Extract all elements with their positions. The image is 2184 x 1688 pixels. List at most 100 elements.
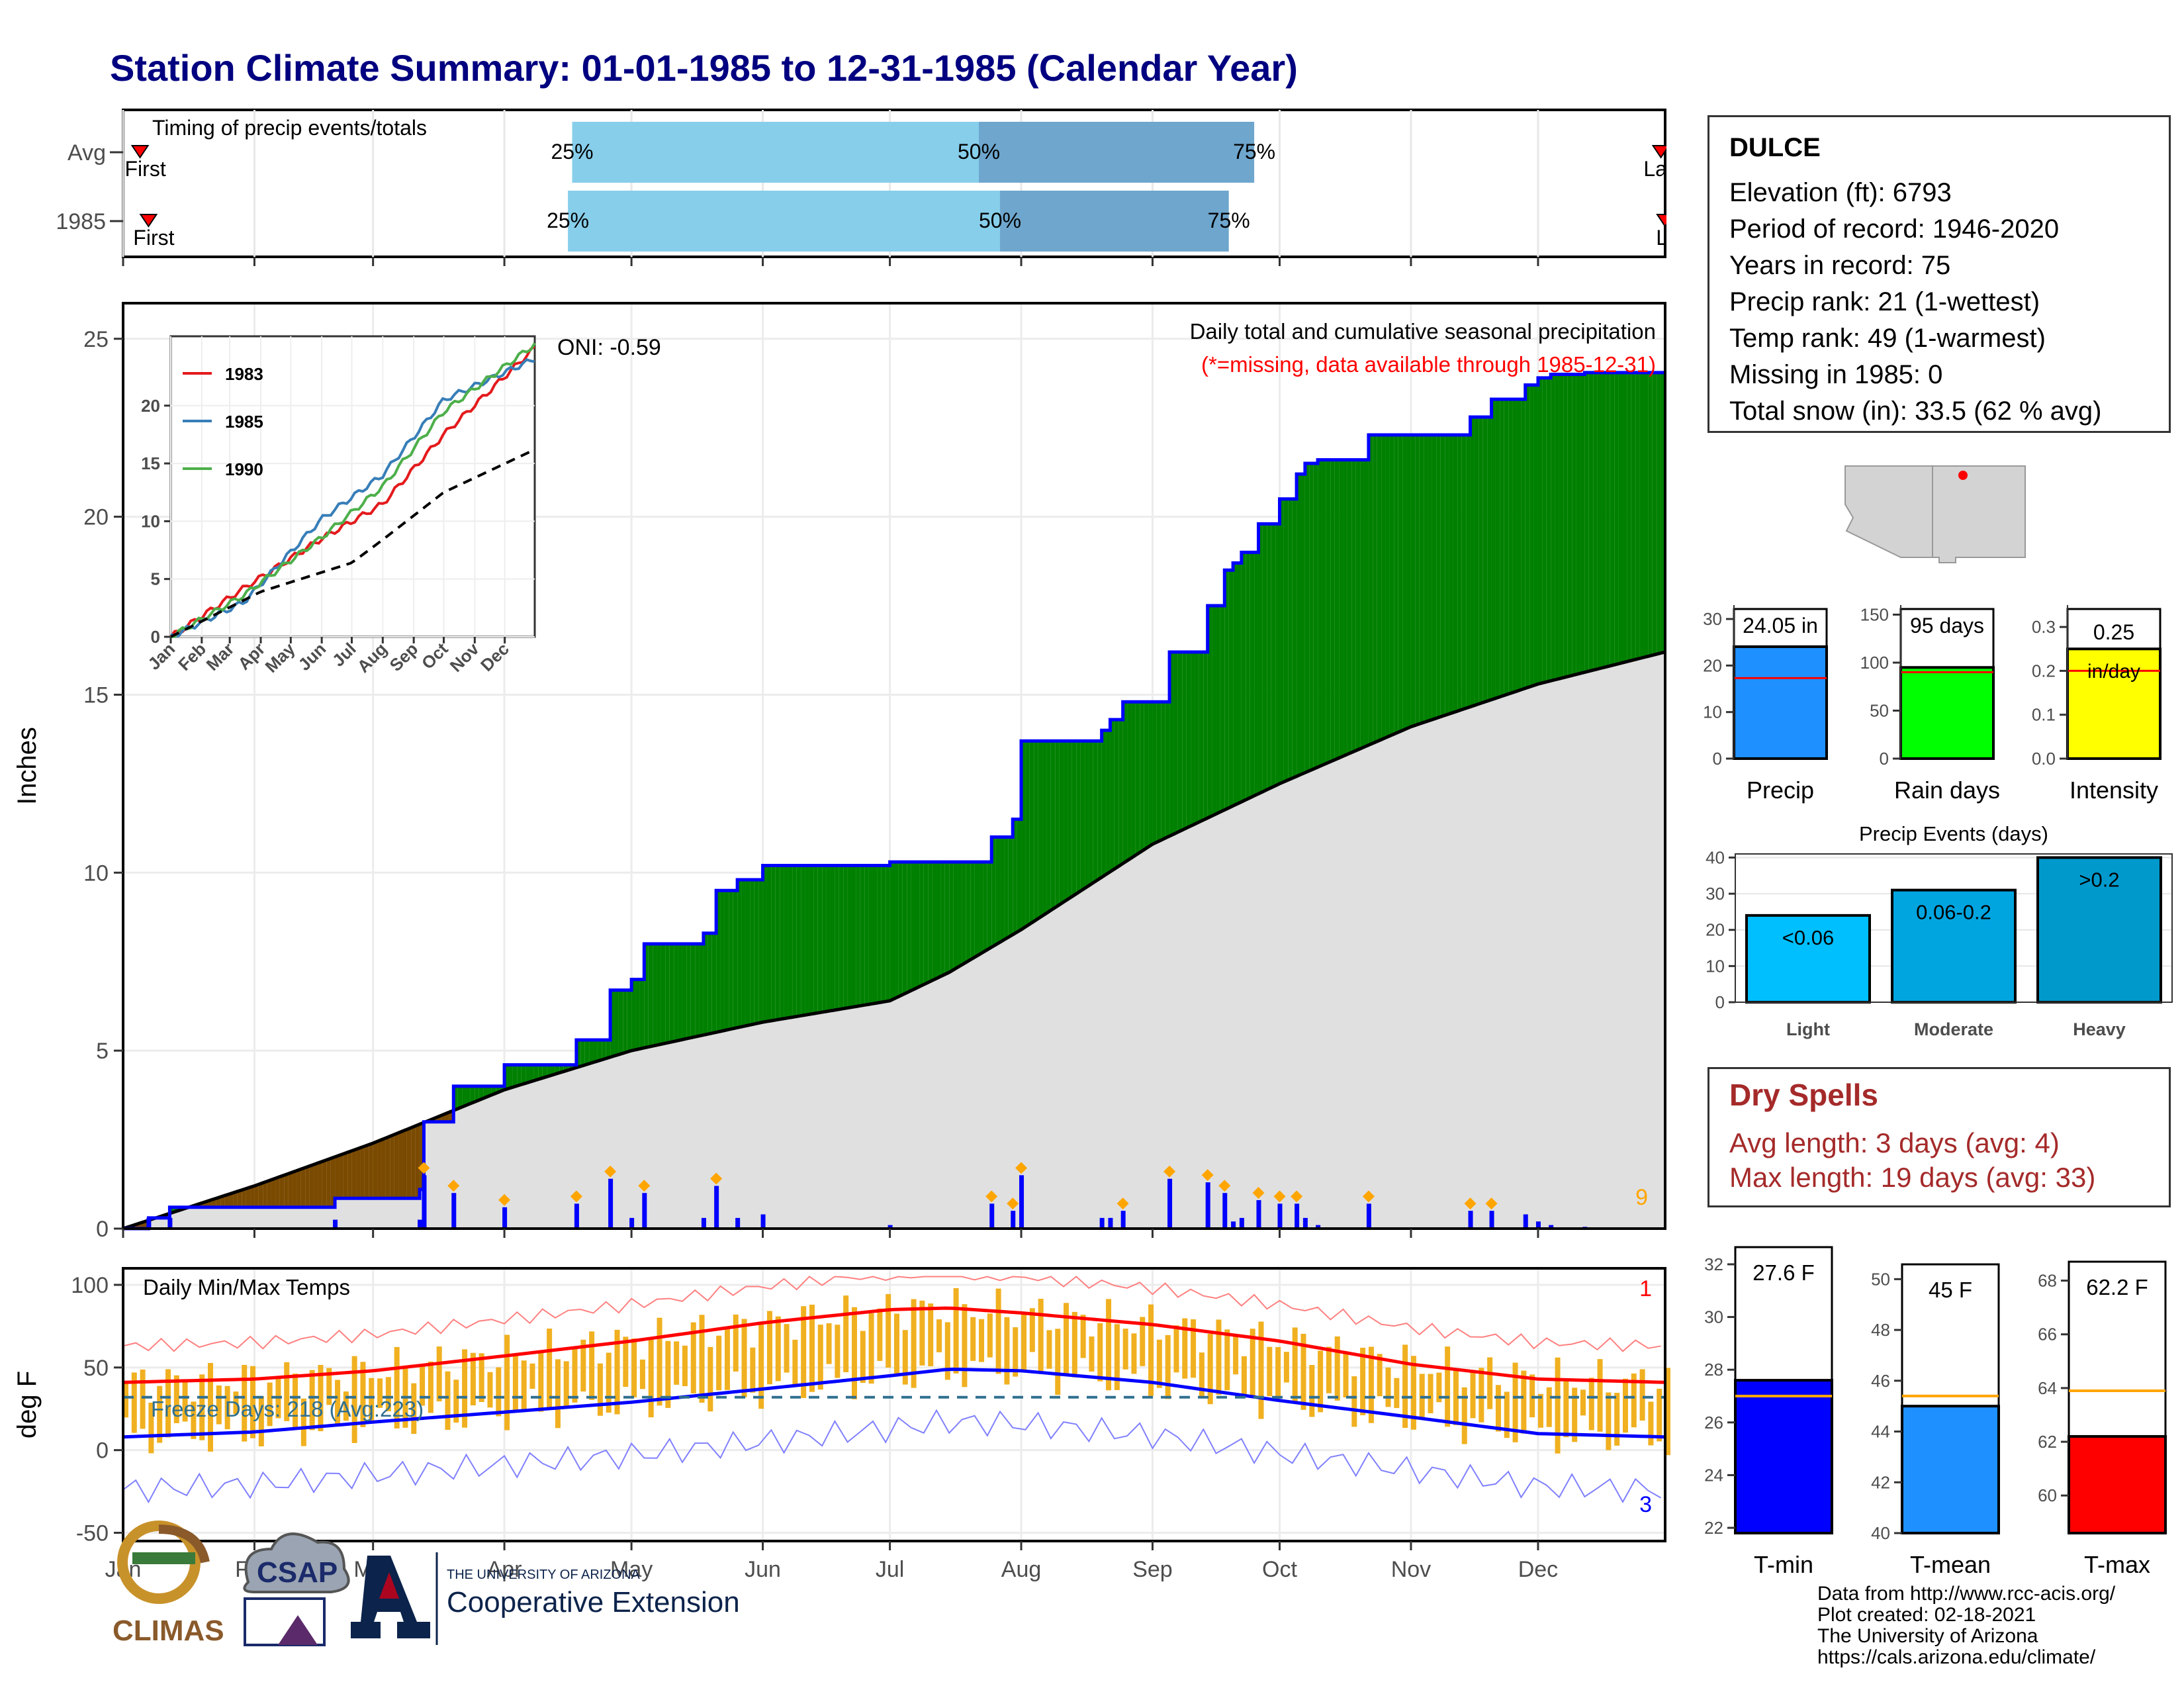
above-normal-area bbox=[991, 837, 996, 947]
credit-university: The University of Arizona bbox=[1817, 1625, 2038, 1647]
above-normal-area bbox=[606, 1040, 611, 1058]
above-normal-area bbox=[919, 862, 924, 987]
above-normal-area bbox=[830, 865, 835, 1011]
daily-temp-bar bbox=[1013, 1327, 1019, 1377]
above-normal-area bbox=[928, 862, 933, 983]
daily-temp-bar bbox=[962, 1304, 968, 1387]
events-bar-label: <0.06 bbox=[1782, 926, 1834, 949]
above-normal-area bbox=[860, 865, 865, 1006]
summary-bar-rain-days bbox=[1899, 666, 1995, 760]
daily-temp-bar bbox=[470, 1352, 476, 1406]
above-normal-area bbox=[1479, 417, 1483, 704]
inset-y-tick-label: 5 bbox=[151, 569, 160, 589]
daily-temp-bar bbox=[1199, 1352, 1205, 1397]
month-label: Jun bbox=[745, 1557, 781, 1582]
above-normal-area bbox=[724, 890, 729, 1031]
max-normal-line bbox=[122, 1306, 1666, 1384]
above-normal-area bbox=[1419, 434, 1424, 724]
above-normal-area bbox=[1097, 741, 1102, 880]
above-normal-area bbox=[720, 890, 725, 1032]
daily-temp-bar bbox=[300, 1398, 306, 1446]
above-normal-area bbox=[707, 933, 712, 1035]
below-normal-area bbox=[314, 1162, 318, 1207]
summary-y-tick-label: 0 bbox=[1713, 749, 1722, 769]
dry-spells-max: Max length: 19 days (avg: 33) bbox=[1729, 1162, 2096, 1193]
inset-series-1983 bbox=[169, 345, 535, 638]
events-y-tick-label: 30 bbox=[1706, 884, 1725, 904]
above-normal-area bbox=[1360, 459, 1365, 749]
above-normal-area bbox=[631, 979, 636, 1051]
above-normal-area bbox=[966, 862, 971, 962]
above-normal-area bbox=[1013, 819, 1017, 935]
daily-temp-bar bbox=[1648, 1401, 1654, 1446]
above-normal-area bbox=[839, 865, 844, 1009]
daily-precip-bar bbox=[1011, 1211, 1016, 1229]
daily-temp-bar bbox=[148, 1403, 154, 1454]
above-normal-area bbox=[1516, 399, 1522, 692]
temp-title: Daily Min/Max Temps bbox=[143, 1275, 350, 1299]
daily-temp-bar bbox=[1597, 1359, 1603, 1432]
above-normal-area bbox=[801, 865, 805, 1016]
daily-temp-bar bbox=[284, 1362, 290, 1421]
above-normal-area bbox=[1241, 552, 1246, 802]
temp-count-min: 3 bbox=[1639, 1492, 1652, 1517]
above-normal-area bbox=[512, 1064, 518, 1088]
above-normal-area bbox=[809, 865, 814, 1015]
heavy-event-marker bbox=[447, 1180, 460, 1192]
above-normal-area bbox=[1593, 372, 1598, 671]
timing-pct-25: 25% bbox=[551, 140, 593, 164]
daily-temp-bar bbox=[1343, 1352, 1349, 1397]
daily-temp-bar bbox=[157, 1385, 163, 1443]
min-normal-line bbox=[122, 1367, 1666, 1439]
above-normal-area bbox=[1533, 385, 1538, 686]
above-normal-area bbox=[745, 880, 751, 1026]
daily-temp-bar bbox=[191, 1401, 197, 1439]
above-normal-area bbox=[1228, 570, 1234, 808]
below-normal-area bbox=[415, 1124, 420, 1199]
above-normal-area bbox=[780, 865, 784, 1019]
daily-temp-bar bbox=[1368, 1346, 1374, 1423]
daily-precip-bar bbox=[1231, 1221, 1236, 1229]
above-normal-area bbox=[1161, 702, 1165, 841]
above-normal-area bbox=[1657, 372, 1661, 655]
above-normal-area bbox=[665, 943, 670, 1044]
above-normal-area bbox=[1055, 741, 1060, 908]
above-normal-area bbox=[1415, 434, 1420, 726]
daily-precip-bar bbox=[714, 1186, 719, 1229]
daily-temp-bar bbox=[1004, 1317, 1010, 1385]
daily-temp-bar bbox=[919, 1300, 925, 1366]
above-normal-area bbox=[970, 862, 975, 960]
above-normal-area bbox=[1394, 434, 1398, 734]
daily-temp-bar bbox=[1122, 1329, 1128, 1370]
above-normal-area bbox=[1267, 524, 1271, 790]
daily-temp-bar bbox=[1521, 1370, 1527, 1434]
above-normal-area bbox=[635, 979, 640, 1050]
daily-temp-bar bbox=[851, 1307, 857, 1399]
above-normal-area bbox=[1224, 570, 1229, 810]
above-normal-area bbox=[1288, 498, 1293, 780]
heavy-event-marker bbox=[1485, 1197, 1498, 1210]
below-normal-area bbox=[330, 1156, 336, 1207]
above-normal-area bbox=[877, 865, 882, 1004]
above-normal-area bbox=[517, 1064, 522, 1086]
daily-temp-bar bbox=[1021, 1311, 1027, 1373]
daily-precip-bar bbox=[629, 1217, 635, 1229]
above-normal-area bbox=[1504, 399, 1509, 696]
above-normal-area bbox=[979, 862, 983, 955]
daily-temp-bar bbox=[1165, 1335, 1171, 1399]
below-normal-area bbox=[288, 1172, 293, 1207]
below-normal-area bbox=[284, 1174, 289, 1207]
below-normal-area bbox=[381, 1138, 386, 1199]
above-normal-area bbox=[1491, 399, 1496, 700]
above-normal-area bbox=[1580, 374, 1585, 674]
daily-temp-bar bbox=[1064, 1303, 1069, 1376]
above-normal-area bbox=[911, 862, 916, 991]
above-normal-area bbox=[1537, 377, 1543, 684]
below-normal-area bbox=[305, 1166, 310, 1207]
daily-temp-bar bbox=[1326, 1346, 1332, 1393]
above-normal-area bbox=[623, 990, 627, 1054]
above-normal-area bbox=[822, 865, 827, 1013]
new-mexico-shape bbox=[1932, 465, 2026, 563]
temp-summary-bars: 22 24 26 28 30 32 27.6 F T-min 40 42 44 46 48 50 45 F T… bbox=[1704, 1246, 2167, 1578]
station-marker bbox=[1958, 471, 1968, 480]
